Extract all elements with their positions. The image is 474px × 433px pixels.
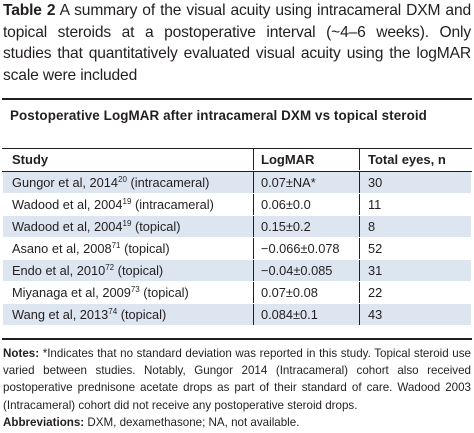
study-cell: Gungor et al, 201420 (intracameral): [12, 175, 210, 190]
logmar-cell: −0.066±0.078: [261, 241, 340, 256]
logmar-cell: 0.084±0.1: [261, 307, 318, 322]
study-cell: Wang et al, 201374 (topical): [12, 307, 167, 322]
top-rule: [2, 98, 472, 100]
column-divider: [253, 238, 254, 259]
logmar-cell: 0.07±NA*: [261, 175, 316, 190]
column-divider: [253, 172, 254, 193]
table-row: Wang et al, 201374 (topical) 0.084±0.1 4…: [3, 304, 471, 325]
notes-text: *Indicates that no standard deviation wa…: [3, 347, 471, 412]
study-cell: Miyanaga et al, 200973 (topical): [12, 285, 189, 300]
eyes-cell: 8: [368, 219, 376, 234]
column-divider: [359, 149, 360, 170]
column-divider: [359, 260, 360, 281]
table-notes: Notes: *Indicates that no standard devia…: [3, 345, 471, 431]
row-gap: [2, 193, 472, 194]
header-total-eyes: Total eyes, n: [368, 152, 446, 167]
abbreviations-label: Abbreviations:: [3, 415, 85, 429]
header-top-rule: [2, 148, 472, 149]
table-row: Wadood et al, 200419 (intracameral) 0.06…: [3, 194, 471, 215]
column-divider: [359, 194, 360, 215]
study-cell: Wadood et al, 200419 (intracameral): [12, 197, 214, 212]
eyes-cell: 30: [368, 175, 383, 190]
bottom-rule: [2, 338, 472, 340]
table-row: Asano et al, 200871 (topical) −0.066±0.0…: [3, 238, 471, 259]
table-row: Miyanaga et al, 200973 (topical) 0.07±0.…: [3, 282, 471, 303]
table-row: Endo et al, 201072 (topical) −0.04±0.085…: [3, 260, 471, 281]
logmar-cell: 0.06±0.0: [261, 197, 311, 212]
column-divider: [253, 149, 254, 170]
column-divider: [359, 304, 360, 325]
column-divider: [359, 282, 360, 303]
notes-label: Notes:: [3, 347, 40, 360]
eyes-cell: 43: [368, 307, 383, 322]
study-cell: Wadood et al, 200419 (topical): [12, 219, 181, 234]
abbreviations-text: DXM, dexamethasone; NA, not available.: [84, 415, 300, 429]
study-cell: Endo et al, 201072 (topical): [12, 263, 164, 278]
table-label: Table 2: [3, 2, 56, 19]
eyes-cell: 52: [368, 241, 383, 256]
eyes-cell: 11: [368, 197, 382, 212]
study-cell: Asano et al, 200871 (topical): [12, 241, 170, 256]
column-divider: [253, 282, 254, 303]
column-divider: [253, 260, 254, 281]
logmar-cell: 0.07±0.08: [261, 285, 318, 300]
column-divider: [253, 194, 254, 215]
header-study: Study: [12, 152, 49, 167]
table-row: Wadood et al, 200419 (topical) 0.15±0.2 …: [3, 216, 471, 237]
header-bottom-rule: [2, 171, 472, 172]
column-divider: [359, 216, 360, 237]
column-divider: [359, 238, 360, 259]
table-subheading: Postoperative LogMAR after intracameral …: [10, 108, 427, 123]
eyes-cell: 31: [368, 263, 383, 278]
table-caption: Table 2 A summary of the visual acuity u…: [3, 0, 471, 86]
header-logmar: LogMAR: [261, 152, 315, 167]
column-divider: [359, 172, 360, 193]
logmar-cell: 0.15±0.2: [261, 219, 311, 234]
logmar-cell: −0.04±0.085: [261, 263, 333, 278]
column-divider: [253, 216, 254, 237]
table-header-row: Study LogMAR Total eyes, n: [3, 149, 471, 170]
table-row: Gungor et al, 201420 (intracameral) 0.07…: [3, 172, 471, 193]
eyes-cell: 22: [368, 285, 383, 300]
caption-text: A summary of the visual acuity using int…: [3, 2, 471, 84]
column-divider: [253, 304, 254, 325]
